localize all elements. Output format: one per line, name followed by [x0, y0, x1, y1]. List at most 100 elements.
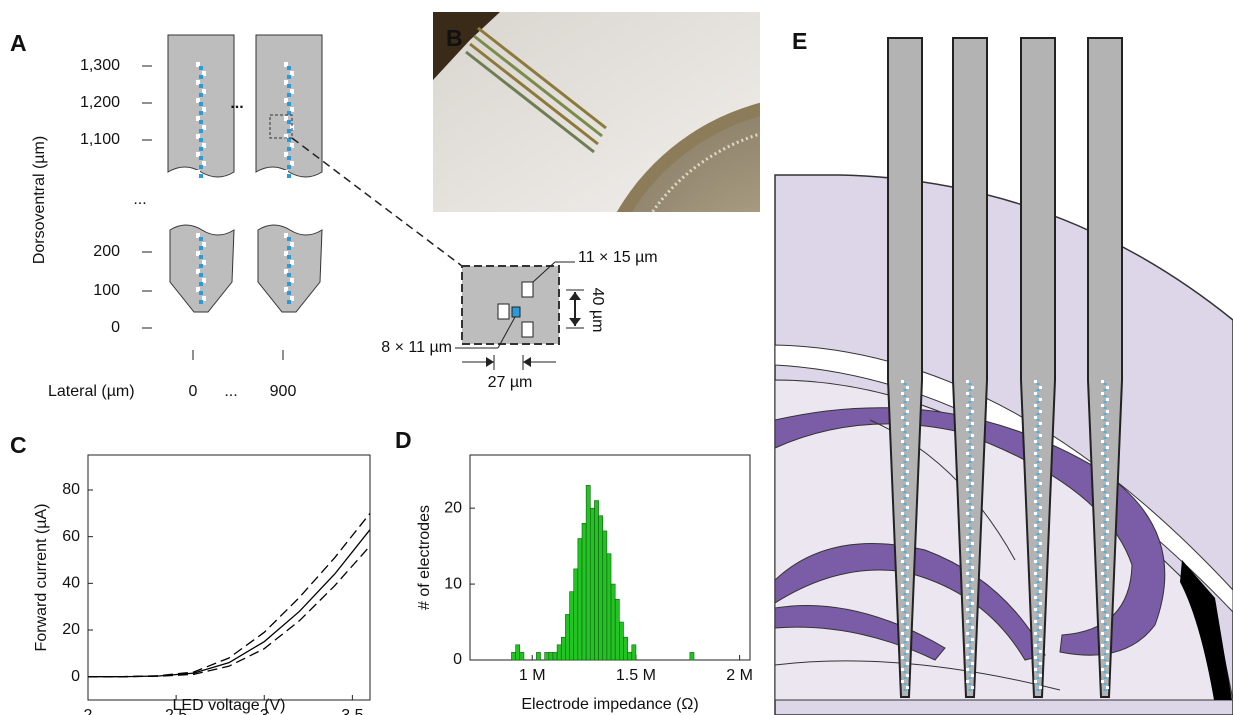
bar — [549, 652, 553, 660]
led — [904, 419, 907, 421]
contact — [1039, 566, 1042, 569]
contact — [1106, 410, 1109, 413]
led — [904, 473, 907, 475]
contact — [1101, 632, 1104, 635]
contact — [906, 638, 909, 641]
led — [1104, 437, 1107, 439]
contact — [1101, 476, 1104, 479]
contact — [1039, 590, 1042, 593]
contact — [1039, 638, 1042, 641]
led — [1104, 683, 1107, 685]
contact — [1039, 602, 1042, 605]
contact — [971, 398, 974, 401]
contact — [1034, 572, 1037, 575]
led — [1037, 539, 1040, 541]
bar — [511, 652, 515, 660]
contact — [1039, 674, 1042, 677]
contact — [1034, 464, 1037, 467]
led — [904, 665, 907, 667]
contact — [906, 434, 909, 437]
contact — [966, 632, 969, 635]
contact — [966, 572, 969, 575]
contact — [906, 578, 909, 581]
led — [1104, 521, 1107, 523]
y-tick-label: 200 — [93, 243, 120, 260]
contact — [1101, 572, 1104, 575]
contact — [1101, 644, 1104, 647]
led — [904, 467, 907, 469]
y-tick-label: 0 — [71, 668, 80, 685]
contact — [1106, 422, 1109, 425]
led — [1104, 635, 1107, 637]
led — [1037, 659, 1040, 661]
bar — [586, 485, 590, 660]
contact — [1039, 482, 1042, 485]
led — [287, 156, 291, 160]
probe-a — [168, 35, 322, 312]
led — [969, 443, 972, 445]
led — [199, 264, 203, 268]
led — [969, 497, 972, 499]
led — [287, 300, 291, 304]
led — [904, 587, 907, 589]
contact — [1101, 608, 1104, 611]
led — [904, 449, 907, 451]
contact — [901, 572, 904, 575]
led — [969, 641, 972, 643]
contact — [1106, 518, 1109, 521]
led — [904, 623, 907, 625]
contact — [1039, 422, 1042, 425]
led — [969, 623, 972, 625]
contact — [906, 686, 909, 689]
contact — [1101, 536, 1104, 539]
led — [904, 407, 907, 409]
contact — [906, 626, 909, 629]
contact — [906, 590, 909, 593]
led — [904, 611, 907, 613]
contact — [966, 656, 969, 659]
contact — [906, 602, 909, 605]
contact — [901, 392, 904, 395]
led — [1104, 461, 1107, 463]
led — [904, 539, 907, 541]
led — [287, 93, 291, 97]
contact — [1106, 590, 1109, 593]
led — [969, 635, 972, 637]
led — [969, 515, 972, 517]
led — [969, 653, 972, 655]
led — [904, 521, 907, 523]
led — [1104, 659, 1107, 661]
bar — [553, 652, 557, 660]
bar — [623, 637, 627, 660]
contact — [901, 536, 904, 539]
contact — [906, 530, 909, 533]
led — [199, 147, 203, 151]
shank-gap: ... — [230, 95, 243, 112]
led — [1037, 479, 1040, 481]
contact — [906, 650, 909, 653]
contact — [901, 608, 904, 611]
x-tick-label: 2 M — [726, 667, 753, 684]
curve — [88, 513, 370, 676]
contact — [1101, 404, 1104, 407]
contact — [1101, 428, 1104, 431]
led — [1037, 497, 1040, 499]
led — [1104, 485, 1107, 487]
contact — [906, 506, 909, 509]
led — [1104, 515, 1107, 517]
led — [1037, 503, 1040, 505]
contact — [901, 656, 904, 659]
bar — [607, 554, 611, 660]
contact — [1101, 380, 1104, 383]
led — [969, 557, 972, 559]
led — [904, 509, 907, 511]
led — [1037, 581, 1040, 583]
led — [1104, 623, 1107, 625]
led — [1037, 545, 1040, 547]
led — [1037, 419, 1040, 421]
led — [1037, 437, 1040, 439]
contact — [1034, 620, 1037, 623]
contact — [1039, 542, 1042, 545]
bar — [570, 592, 574, 660]
contact — [1034, 524, 1037, 527]
